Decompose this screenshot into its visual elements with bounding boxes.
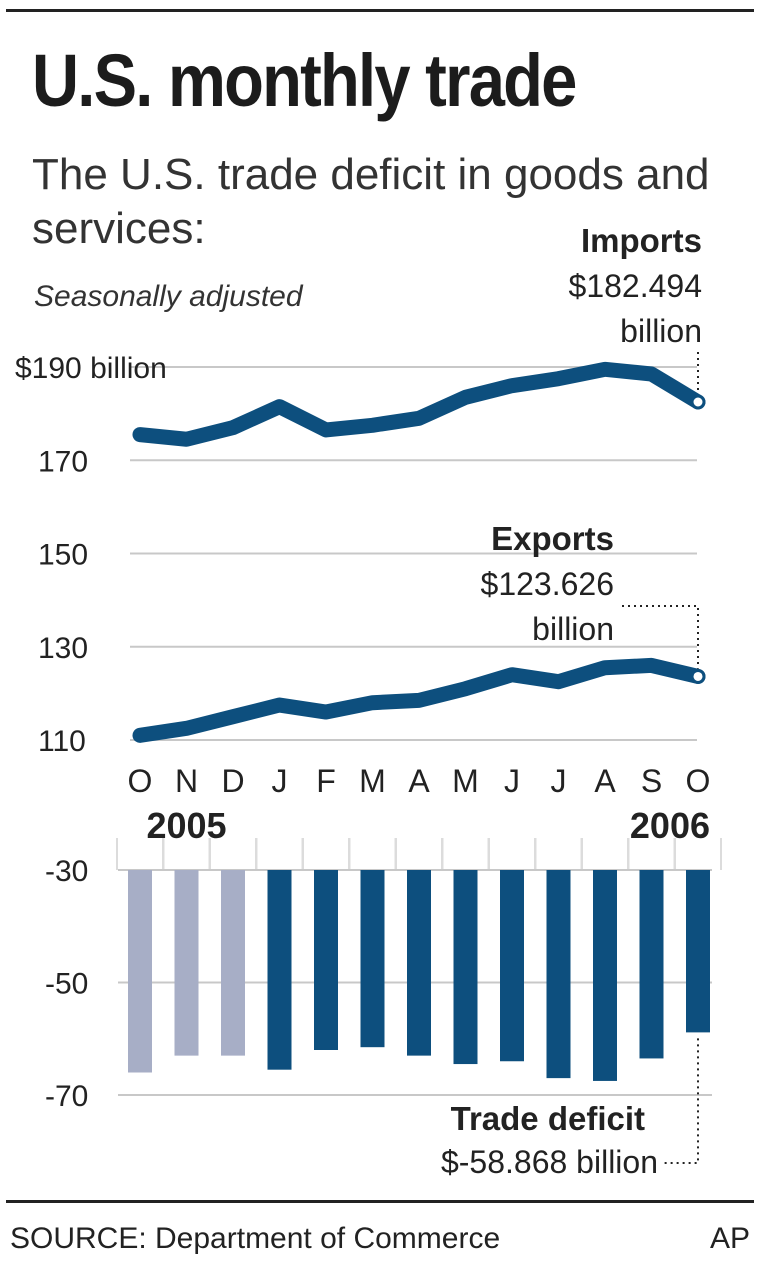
- deficit-label-line-2: $-58.868 billion: [441, 1144, 658, 1180]
- top-rule: [6, 9, 754, 12]
- month-label-5: M: [359, 763, 386, 799]
- month-label-1: N: [175, 763, 198, 799]
- deficit-bar-3: [267, 870, 292, 1070]
- y-tick-label-130: 130: [38, 632, 88, 665]
- source-credit: SOURCE: Department of Commerce: [10, 1222, 501, 1255]
- deficit-bar-8: [500, 870, 524, 1062]
- deficit-bar-0: [128, 870, 152, 1073]
- month-label-11: S: [641, 763, 662, 799]
- seasonal-note: Seasonally adjusted: [34, 280, 303, 313]
- deficit-bar-10: [593, 870, 617, 1081]
- deficit-bar-7: [453, 870, 478, 1065]
- imports-label-line-3: billion: [620, 313, 702, 349]
- month-label-3: J: [272, 763, 288, 799]
- deficit-bar-12: [686, 870, 710, 1033]
- month-label-9: J: [551, 763, 567, 799]
- year-label-2005: 2005: [146, 805, 226, 846]
- bar-y-tick-label--70: -70: [45, 1080, 88, 1113]
- month-label-4: F: [316, 763, 336, 799]
- chart-title: U.S. monthly trade: [32, 39, 577, 122]
- y-tick-label-170: 170: [38, 445, 88, 478]
- year-label-2006: 2006: [630, 805, 710, 846]
- bottom-rule: [6, 1200, 754, 1203]
- deficit-bar-2: [221, 870, 245, 1056]
- y-tick-label-150: 150: [38, 539, 88, 572]
- series-line-imports: [132, 361, 706, 447]
- deficit-bar-5: [360, 870, 385, 1048]
- agency-credit: AP: [709, 1222, 750, 1255]
- deficit-label-line-1: Trade deficit: [451, 1100, 645, 1137]
- imports-label-line-2: $182.494: [569, 268, 702, 304]
- deficit-leader-line: [664, 1038, 699, 1164]
- exports-label-line-3: billion: [532, 611, 614, 647]
- exports-label-line-1: Exports: [491, 520, 614, 557]
- month-label-8: J: [504, 763, 520, 799]
- deficit-bar-4: [314, 870, 338, 1050]
- series-line-exports: [132, 657, 706, 743]
- deficit-bar-9: [546, 870, 571, 1079]
- deficit-bar-6: [407, 870, 431, 1056]
- endpoint-marker-imports: [690, 394, 706, 410]
- month-label-7: M: [452, 763, 479, 799]
- chart-subtitle: The U.S. trade deficit in goods and serv…: [32, 150, 710, 253]
- deficit-bar-1: [174, 870, 199, 1056]
- y-tick-label-110: 110: [38, 725, 86, 758]
- month-label-2: D: [221, 763, 244, 799]
- month-label-10: A: [594, 763, 616, 799]
- bar-y-tick-label--50: -50: [45, 968, 88, 1001]
- imports-label-line-1: Imports: [581, 222, 702, 259]
- month-label-6: A: [408, 763, 430, 799]
- y-tick-label-190: $190 billion: [15, 352, 167, 385]
- endpoint-marker-exports: [690, 668, 706, 684]
- deficit-bar-11: [639, 870, 664, 1059]
- month-label-12: O: [686, 763, 711, 799]
- bar-y-tick-label--30: -30: [45, 855, 88, 888]
- exports-label-line-2: $123.626: [481, 566, 614, 602]
- month-label-0: O: [128, 763, 153, 799]
- exports-leader-line: [622, 605, 699, 669]
